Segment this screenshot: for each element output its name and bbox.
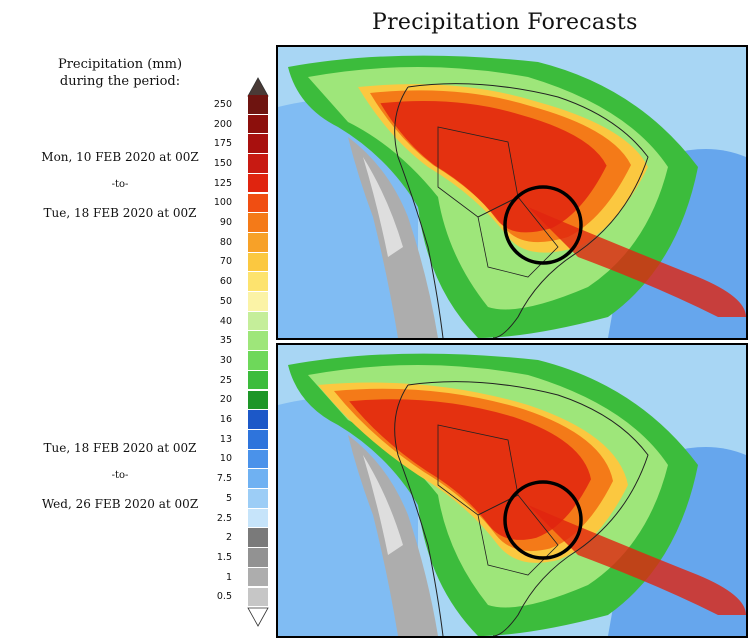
rain-red — [380, 100, 607, 233]
colorbar-cell-16 — [248, 410, 268, 430]
sacz-band — [528, 505, 746, 615]
colorbar-cell-3 — [248, 154, 268, 174]
dry-coast-white — [363, 157, 403, 257]
forecast-map-week2 — [276, 343, 748, 638]
colorbar-cell-6 — [248, 213, 268, 233]
colorbar-cell-25 — [248, 587, 268, 608]
colorbar-cell-2 — [248, 134, 268, 155]
colorbar-label-22: 2 — [225, 532, 232, 544]
period-1: Mon, 10 FEB 2020 at 00Z -to- Tue, 18 FEB… — [20, 143, 220, 227]
colorbar-cell-11 — [248, 311, 268, 332]
period-1-to: -to- — [111, 179, 129, 190]
legend-title-line1: Precipitation (mm) — [57, 57, 183, 72]
colorbar-label-10: 50 — [219, 295, 232, 307]
period-2-end: Wed, 26 FEB 2020 at 00Z — [41, 497, 199, 511]
colorbar-label-16: 16 — [219, 414, 232, 426]
colorbar-cell-24 — [248, 567, 268, 588]
colorbar-bottom-arrow — [247, 607, 269, 628]
forecast-map-week1 — [276, 45, 748, 340]
colorbar-label-6: 90 — [219, 217, 232, 229]
precip-map-week2-svg — [278, 345, 746, 636]
colorbar-label-15: 20 — [219, 394, 232, 406]
colorbar-label-23: 1.5 — [216, 551, 232, 563]
colorbar-label-1: 200 — [213, 118, 232, 130]
colorbar-top-arrow — [247, 77, 269, 97]
colorbar-cell-12 — [248, 331, 268, 352]
highlight-circle — [503, 480, 583, 560]
colorbar-cell-10 — [248, 292, 268, 312]
colorbar-label-2: 175 — [213, 138, 232, 150]
colorbar-cell-4 — [248, 173, 268, 194]
period-2: Tue, 18 FEB 2020 at 00Z -to- Wed, 26 FEB… — [20, 434, 220, 518]
colorbar-label-20: 5 — [225, 492, 232, 504]
colorbar-cell-5 — [248, 193, 268, 214]
colorbar-label-9: 60 — [219, 276, 232, 288]
colorbar-cell-7 — [248, 232, 268, 253]
colorbar-label-4: 125 — [213, 177, 232, 189]
coastline-west — [394, 384, 444, 636]
period-1-start: Mon, 10 FEB 2020 at 00Z — [41, 150, 199, 164]
coastline-west — [394, 86, 444, 338]
colorbar-cell-0 — [248, 95, 268, 115]
colorbar-label-8: 70 — [219, 256, 232, 268]
colorbar-cell-14 — [248, 370, 268, 391]
colorbar-label-11: 40 — [219, 315, 232, 327]
colorbar-cell-19 — [248, 469, 268, 489]
dry-coast-white — [363, 455, 403, 555]
colorbar-label-7: 80 — [219, 236, 232, 248]
coastline-east — [407, 83, 649, 338]
colorbar-label-25: 0.5 — [216, 591, 232, 603]
colorbar-label-17: 13 — [219, 433, 232, 445]
colorbar-label-19: 7.5 — [216, 473, 232, 485]
period-1-end: Tue, 18 FEB 2020 at 00Z — [43, 206, 197, 220]
colorbar-label-21: 2.5 — [216, 512, 232, 524]
colorbar-label-12: 35 — [219, 335, 232, 347]
colorbar-cell-18 — [248, 449, 268, 470]
colorbar-cell-20 — [248, 489, 268, 509]
highlight-circle — [503, 185, 583, 265]
colorbar-cell-21 — [248, 508, 268, 529]
colorbar-label-24: 1 — [225, 571, 232, 583]
colorbar-label-18: 10 — [219, 453, 232, 465]
colorbar-cell-9 — [248, 272, 268, 292]
coastline-east — [407, 381, 649, 636]
precip-map-week1-svg — [278, 47, 746, 338]
colorbar-cell-17 — [248, 429, 268, 450]
period-2-start: Tue, 18 FEB 2020 at 00Z — [43, 441, 197, 455]
legend-title-line2: during the period: — [59, 74, 181, 89]
colorbar-cell-23 — [248, 548, 268, 568]
colorbar-label-0: 250 — [213, 98, 232, 110]
period-2-to: -to- — [111, 470, 129, 481]
legend-title: Precipitation (mm) during the period: — [30, 56, 210, 90]
colorbar-label-3: 150 — [213, 157, 232, 169]
colorbar-cell-1 — [248, 114, 268, 135]
colorbar-label-13: 30 — [219, 354, 232, 366]
colorbar-cell-15 — [248, 390, 268, 411]
chart-title: Precipitation Forecasts — [372, 10, 638, 35]
colorbar-cell-8 — [248, 252, 268, 273]
rain-red — [349, 399, 591, 540]
colorbar-cell-13 — [248, 351, 268, 371]
colorbar-cell-22 — [248, 528, 268, 549]
colorbar-label-14: 25 — [219, 374, 232, 386]
colorbar-label-5: 100 — [213, 197, 232, 209]
sacz-band — [528, 207, 746, 317]
